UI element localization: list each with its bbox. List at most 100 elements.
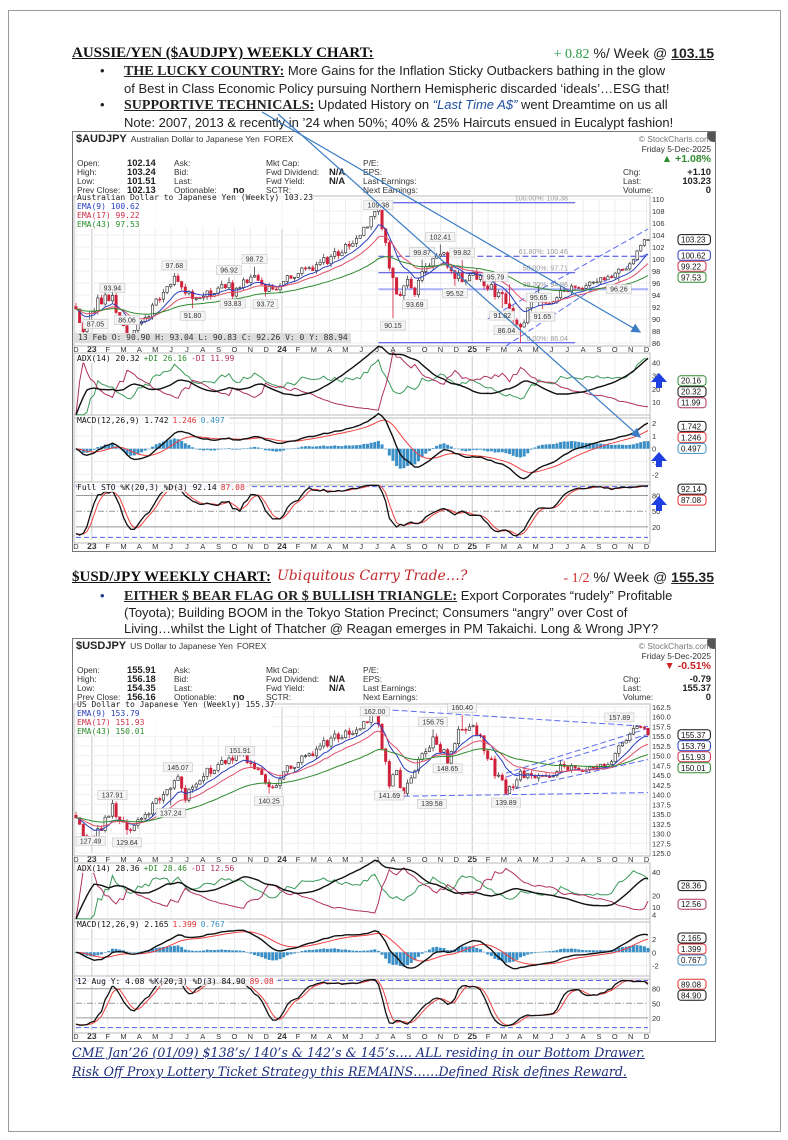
price-candle — [260, 769, 264, 775]
macd-histogram-bar — [526, 952, 530, 955]
macd-histogram-bar — [537, 952, 541, 953]
price-candle — [245, 279, 249, 283]
price-candle — [362, 721, 366, 730]
label-last_earnings: Last Earnings: — [363, 683, 417, 693]
legend-macd-signal: 1.246 — [172, 416, 197, 425]
macd-histogram-bar — [125, 951, 129, 953]
label-optionable: Optionable: — [174, 185, 217, 195]
price-candle — [497, 774, 501, 777]
price-candle — [322, 257, 326, 263]
audjpy-chart[interactable]: $AUDJPY Australian Dollar to Japanese Yen… — [72, 131, 716, 552]
macd-histogram-bar — [307, 446, 311, 449]
legend-main-series: US Dollar to Japanese Yen (Weekly) 155.3… — [77, 700, 275, 709]
macd-histogram-bar — [635, 945, 639, 953]
price-candle — [460, 729, 464, 731]
x-axis-tick-label: S — [406, 855, 411, 864]
chart-date: Friday 5-Dec-2025 — [641, 144, 711, 154]
macd-histogram-bar — [518, 952, 522, 958]
macd-histogram-bar — [110, 444, 114, 449]
macd-histogram-bar — [300, 951, 304, 953]
x-axis-tick-label: O — [422, 1032, 428, 1041]
y-axis-tick-label: 92 — [652, 303, 660, 312]
macd-value-tag — [677, 431, 707, 443]
price-candle — [74, 306, 78, 310]
price-candle — [318, 745, 322, 750]
price-candle — [646, 239, 650, 241]
legend-stochastic-d: 89.08 — [249, 977, 274, 986]
trendline — [505, 759, 649, 792]
price-candle — [307, 267, 311, 269]
price-candle — [307, 753, 311, 756]
macd-histogram-bar — [398, 952, 402, 966]
price-candle — [460, 272, 464, 283]
price-candle — [435, 255, 439, 259]
macd-histogram-bar — [427, 949, 431, 953]
price-candle — [355, 729, 359, 734]
x-axis-tick-label: N — [628, 542, 633, 551]
macd-histogram-bar — [365, 950, 369, 953]
x-axis-tick-label: S — [596, 542, 601, 551]
macd-histogram-bar — [107, 950, 111, 953]
macd-histogram-bar — [282, 952, 286, 958]
zoom-chart-icon[interactable] — [707, 639, 715, 649]
x-axis-tick-label: J — [565, 542, 569, 551]
price-candle — [220, 760, 224, 765]
daily-change-percent: ▼ -0.51% — [664, 660, 711, 672]
price-value-tag-label: 151.93 — [681, 753, 706, 762]
price-candle — [398, 770, 402, 788]
y-axis-tick-label: 130.0 — [652, 830, 671, 839]
macd-value-tag-label: 0.767 — [681, 956, 702, 965]
macd-histogram-bar — [216, 949, 220, 953]
chart-plot[interactable]: DD2323FFMMAAMMJJJJAASSOONNDD2424FFMMAAMM… — [73, 194, 715, 551]
macd-histogram-bar — [515, 448, 519, 457]
macd-histogram-bar — [81, 448, 85, 453]
macd-histogram-bar — [493, 952, 497, 959]
x-axis-tick-label: S — [216, 855, 221, 864]
chart-header: $USDJPY US Dollar to Japanese Yen FOREX © S… — [73, 639, 715, 702]
price-candle — [347, 244, 351, 247]
price-candle — [161, 794, 165, 801]
price-annotation-label: 162.00 — [364, 709, 386, 716]
price-candle — [318, 261, 322, 265]
macd-histogram-bar — [271, 448, 275, 452]
label-low: Low: — [77, 683, 95, 693]
price-candle — [314, 748, 318, 757]
x-axis-tick-label: S — [406, 542, 411, 551]
chart-plot[interactable]: DD2323FFMMAAMMJJJJAASSOONNDD2424FFMMAAMM… — [73, 701, 715, 1041]
macd-histogram-bar — [311, 949, 315, 953]
macd-histogram-bar — [442, 443, 446, 449]
price-annotation-box — [112, 837, 142, 848]
macd-histogram-bar — [569, 948, 573, 953]
price-candle — [263, 774, 267, 783]
usdjpy-chart[interactable]: $USDJPY US Dollar to Japanese Yen FOREX © S… — [72, 638, 716, 1042]
macd-histogram-bar — [420, 952, 424, 954]
x-axis-tick-label: M — [120, 855, 126, 864]
legend-minus-di: -DI 12.56 — [190, 864, 235, 873]
macd-histogram-bar — [482, 448, 486, 451]
macd-value-tag — [677, 420, 707, 432]
price-value-tag-label: 97.53 — [681, 273, 702, 282]
x-axis-tick-label: 23 — [87, 1031, 97, 1041]
price-candle — [161, 292, 165, 300]
macd-histogram-bar — [631, 945, 635, 953]
macd-histogram-bar — [453, 448, 457, 450]
price-candle — [194, 298, 198, 300]
price-annotation-box — [97, 790, 128, 800]
zoom-chart-icon[interactable] — [707, 132, 715, 142]
price-annotation-label: 91.82 — [494, 313, 512, 320]
x-axis-tick-label: J — [375, 542, 379, 551]
x-axis-tick-label: J — [169, 855, 173, 864]
macd-histogram-bar — [467, 448, 471, 451]
macd-histogram-bar — [92, 952, 96, 957]
macd-histogram-bar — [169, 439, 173, 449]
price-annotation-box — [163, 762, 193, 773]
stochastic-axis-label: 20 — [652, 1014, 660, 1023]
adx-axis-label: 10 — [652, 398, 660, 407]
price-candle — [628, 733, 632, 741]
price-candle — [107, 815, 111, 818]
x-axis-tick-label: D — [644, 1032, 650, 1041]
price-candle — [642, 727, 646, 729]
legend-macd-histogram: 0.497 — [200, 416, 225, 425]
price-candle — [194, 783, 198, 788]
value-prev_close: 156.16 — [127, 691, 156, 702]
